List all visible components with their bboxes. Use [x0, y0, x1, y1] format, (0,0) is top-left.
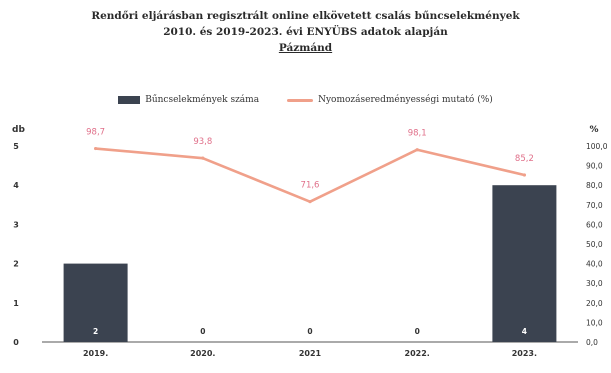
y-right-tick-label: 60,0 — [586, 220, 603, 229]
legend-item-bars: Bűncselekmények száma — [118, 95, 259, 105]
chart-title-location: Pázmánd — [278, 42, 333, 54]
y-right-tick-label: 0,0 — [586, 338, 598, 347]
bar-value-label: 0 — [415, 327, 420, 336]
bar-value-label: 4 — [522, 327, 527, 336]
bar-value-label: 0 — [307, 327, 312, 336]
chart-title-line-1: Rendőri eljárásban regisztrált online el… — [91, 10, 520, 22]
y-left-tick-label: 0 — [13, 338, 19, 347]
legend-bar-swatch — [118, 96, 141, 104]
line-point — [94, 146, 98, 151]
chart-line — [94, 146, 527, 204]
line-point — [308, 200, 312, 204]
y-right-tick-label: 90,0 — [586, 162, 603, 171]
y-left-tick-label: 3 — [13, 220, 19, 229]
chart-bars — [63, 185, 557, 342]
y-right-tick-label: 30,0 — [586, 279, 603, 288]
chart-title-line-2: 2010. és 2019-2023. évi ENYÜBS adatok al… — [163, 26, 448, 38]
x-tick-label: 2020. — [190, 349, 215, 358]
x-tick-label: 2021 — [299, 349, 322, 358]
y-right-tick-label: 70,0 — [586, 201, 603, 210]
y-right-axis-label: % — [589, 125, 598, 135]
line-value-label: 93,8 — [193, 137, 212, 147]
y-left-axis-label: db — [12, 125, 25, 135]
bar — [492, 185, 557, 342]
bar-value-label: 2 — [93, 327, 98, 336]
line-point — [522, 173, 527, 177]
bar-value-label: 0 — [200, 327, 205, 336]
chart-title-block: Rendőri eljárásban regisztrált online el… — [0, 8, 611, 56]
legend-bar-label: Bűncselekmények száma — [145, 95, 260, 105]
y-right-tick-label: 100,0 — [586, 142, 608, 151]
chart-labels: 2 0 0 0 4 98,7 93,8 71,6 98,1 85,2 — [86, 128, 534, 336]
legend-item-line: Nyomozáseredményességi mutató (%) — [287, 95, 493, 105]
chart-axes: db 0 1 2 3 4 5% 0,0 10,0 20,0 30,0 40,0 50,0 60,0 70,0… — [12, 125, 608, 358]
line-point — [201, 156, 205, 160]
y-left-tick-label: 5 — [13, 142, 19, 151]
y-right-tick-label: 10,0 — [586, 318, 603, 327]
y-left-tick-label: 1 — [13, 299, 19, 308]
line-value-label: 85,2 — [515, 154, 534, 164]
y-right-tick-label: 80,0 — [586, 181, 603, 190]
y-left-tick-label: 4 — [13, 181, 19, 190]
line-point — [415, 148, 419, 152]
line-series — [94, 147, 526, 203]
x-tick-label: 2019. — [83, 349, 108, 358]
legend-line-label: Nyomozáseredményességi mutató (%) — [318, 95, 493, 105]
line-value-label: 71,6 — [301, 181, 320, 191]
x-tick-label: 2023. — [512, 349, 537, 358]
line-value-label: 98,1 — [408, 129, 427, 139]
x-tick-label: 2022. — [405, 349, 430, 358]
legend-line-swatch — [287, 98, 314, 102]
y-right-tick-label: 20,0 — [586, 299, 603, 308]
y-left-tick-label: 2 — [13, 260, 19, 269]
bar — [63, 263, 128, 342]
line-value-label: 98,7 — [86, 128, 105, 138]
y-right-tick-label: 40,0 — [586, 260, 603, 269]
chart-legend: Bűncselekmények száma Nyomozáseredményes… — [0, 95, 611, 105]
y-right-tick-label: 50,0 — [586, 240, 603, 249]
